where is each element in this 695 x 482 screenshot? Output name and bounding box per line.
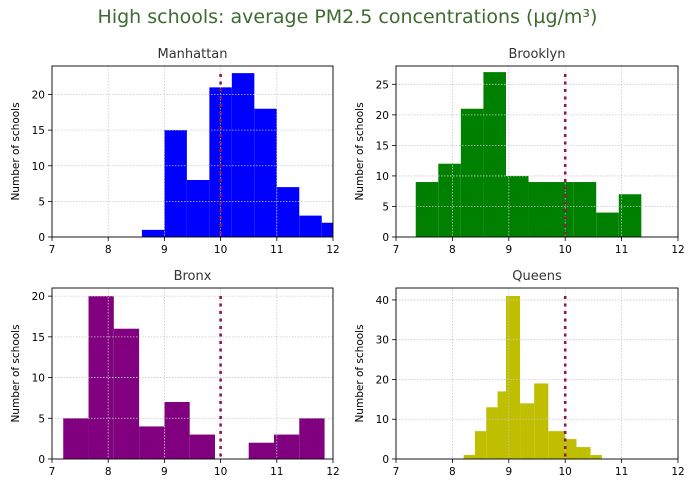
y-tick-label: 20: [32, 90, 45, 102]
y-tick-label: 25: [376, 79, 389, 91]
figure-title: High schools: average PM2.5 concentratio…: [97, 6, 598, 28]
histogram-bar: [139, 426, 165, 459]
plot-frame: [395, 65, 679, 238]
histogram-bar: [63, 418, 89, 459]
histogram-bar: [164, 402, 190, 459]
y-tick-label: 10: [376, 171, 389, 183]
y-tick-label: 5: [38, 413, 45, 425]
histogram-bar: [231, 73, 255, 237]
histogram-bar: [590, 455, 602, 459]
histogram-bar: [576, 447, 591, 459]
histogram-bar: [189, 434, 215, 459]
y-tick-label: 0: [382, 232, 389, 244]
x-tick-label: 12: [326, 244, 339, 256]
histogram-bar: [113, 328, 140, 459]
y-tick-label: 30: [376, 335, 389, 347]
histogram-bar: [299, 215, 322, 237]
histogram-bar: [548, 431, 566, 459]
y-tick-label: 10: [32, 161, 45, 173]
x-tick-label: 9: [505, 244, 512, 256]
y-tick-label: 10: [32, 373, 45, 385]
y-tick-label: 20: [376, 110, 389, 122]
histogram-bar: [254, 108, 277, 237]
subplot-title: Brooklyn: [509, 47, 566, 62]
x-tick-label: 12: [671, 244, 684, 256]
panel-manhattan: 7 8 9 10 11 12 0 5 10 15 20 Manhattan Number of scho…: [10, 47, 340, 256]
x-tick-label: 10: [559, 466, 572, 478]
histogram-bar: [573, 182, 597, 237]
x-tick-label: 8: [105, 466, 112, 478]
histogram-bar: [299, 418, 325, 459]
y-tick-label: 10: [376, 414, 389, 426]
x-tick-label: 12: [671, 466, 684, 478]
y-tick-label: 15: [32, 332, 45, 344]
histogram-bar: [565, 439, 577, 459]
histogram-bar: [596, 212, 619, 237]
x-tick-label: 7: [393, 466, 400, 478]
histogram-bar: [505, 295, 521, 459]
x-tick-label: 11: [615, 244, 628, 256]
subplot-title: Queens: [512, 269, 562, 284]
histogram-bar: [141, 229, 165, 237]
histogram-bar: [276, 187, 300, 237]
y-axis-label: Number of schools: [354, 324, 366, 422]
y-tick-label: 0: [38, 454, 45, 466]
histogram-bar: [248, 442, 274, 459]
subplot-title: Manhattan: [157, 47, 227, 62]
x-tick-label: 7: [393, 244, 400, 256]
histogram-bar: [460, 108, 484, 237]
y-tick-label: 5: [382, 201, 389, 213]
y-axis-label: Number of schools: [10, 324, 22, 422]
x-tick-label: 8: [105, 244, 112, 256]
y-tick-label: 20: [32, 291, 45, 303]
x-tick-label: 10: [214, 244, 227, 256]
x-tick-label: 8: [449, 466, 456, 478]
histogram-bar: [164, 130, 187, 237]
x-tick-label: 7: [49, 466, 56, 478]
y-tick-label: 5: [38, 196, 45, 208]
y-tick-label: 15: [32, 125, 45, 137]
x-tick-label: 10: [559, 244, 572, 256]
x-tick-label: 9: [505, 466, 512, 478]
y-axis-label: Number of schools: [10, 102, 22, 200]
x-tick-label: 11: [615, 466, 628, 478]
histogram-bar: [474, 431, 487, 459]
x-tick-label: 9: [161, 466, 168, 478]
histogram-bar: [415, 182, 439, 237]
histogram-bar: [520, 403, 535, 459]
y-tick-label: 0: [382, 454, 389, 466]
y-axis-label: Number of schools: [354, 102, 366, 200]
x-tick-label: 11: [270, 244, 283, 256]
panel-brooklyn: 7 8 9 10 11 12 0 5 10 15 20 25 Brooklyn Number of sch…: [354, 47, 685, 256]
y-tick-label: 15: [376, 140, 389, 152]
x-tick-label: 8: [449, 244, 456, 256]
x-tick-label: 12: [326, 466, 339, 478]
histogram-bar: [273, 434, 300, 459]
x-tick-label: 9: [161, 244, 168, 256]
histogram-bar: [186, 180, 210, 237]
y-tick-label: 40: [376, 295, 389, 307]
x-tick-label: 11: [270, 466, 283, 478]
plot-frame: [51, 65, 334, 238]
histogram-bar: [497, 391, 506, 459]
histogram-bar: [463, 455, 475, 459]
histogram-bar: [483, 72, 506, 237]
x-tick-label: 7: [49, 244, 56, 256]
histogram-bar: [438, 163, 461, 237]
plot-frame: [395, 287, 679, 460]
panel-queens: 7 8 9 10 11 12 0 10 20 30 40 Queens Number of school…: [354, 269, 685, 478]
histogram-bar: [534, 383, 549, 459]
y-tick-label: 20: [376, 374, 389, 386]
panel-bronx: 7 8 9 10 11 12 0 5 10 15 20 Bronx Number of schools: [10, 269, 340, 478]
histogram-bar: [321, 222, 333, 237]
y-tick-label: 0: [38, 232, 45, 244]
histogram-bar: [618, 194, 642, 237]
plot-frame: [51, 287, 334, 460]
x-tick-label: 10: [214, 466, 227, 478]
subplot-title: Bronx: [174, 269, 212, 284]
histogram-bar: [486, 407, 498, 459]
histogram-bar: [528, 182, 574, 237]
